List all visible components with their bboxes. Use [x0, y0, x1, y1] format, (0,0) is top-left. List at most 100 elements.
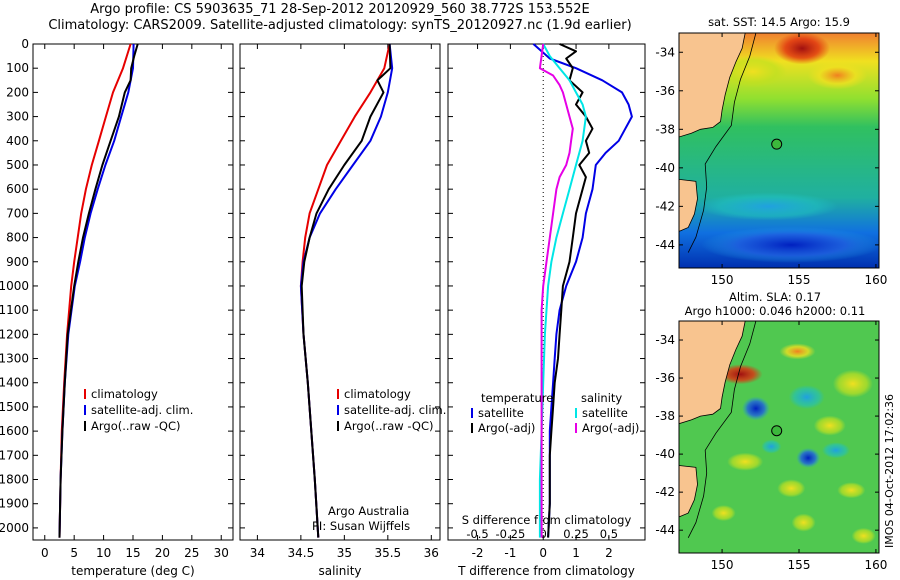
land-tasmania	[679, 178, 698, 232]
x-axis-label: T difference from climatology	[457, 564, 635, 578]
annotation-line: PI: Susan Wijffels	[312, 519, 410, 533]
x-tick-label: 5	[70, 546, 78, 560]
anomaly-eddy	[711, 505, 736, 522]
map-lon-label: 155	[788, 273, 811, 287]
s-tick-label: 0.25	[563, 527, 589, 541]
profile-panel-salinity: 34 34.5 35 35.5 36 salinity climatology satelli…	[239, 43, 446, 578]
y-tick-label: 800	[6, 231, 29, 245]
argo-position-marker	[771, 138, 783, 150]
x-tick-label: 25	[184, 546, 199, 560]
y-tick-label: 300	[6, 110, 29, 124]
top-axis-label: S difference from climatology	[462, 513, 632, 527]
x-tick-label: 36	[424, 546, 439, 560]
series-line-s-satellite	[538, 43, 587, 538]
legend-label: climatology	[344, 387, 411, 401]
y-tick-label: 1900	[0, 497, 29, 511]
y-tick-label: 1100	[0, 303, 29, 317]
x-tick-label: 10	[96, 546, 111, 560]
land-mainland	[679, 321, 746, 425]
x-axis-label: temperature (deg C)	[71, 564, 194, 578]
anomaly-eddy	[837, 482, 866, 499]
y-tick-label: 200	[6, 85, 29, 99]
legend-title: temperature	[481, 391, 553, 405]
s-tick-label: -0.5	[466, 527, 488, 541]
y-tick-label: 500	[6, 158, 29, 172]
legend-label: climatology	[91, 387, 158, 401]
legend-label: Argo(-adj)	[478, 421, 535, 435]
y-tick-label: 1200	[0, 327, 29, 341]
map-lat-label: -34	[655, 45, 675, 59]
map-lat-label: -38	[655, 409, 675, 423]
y-tick-label: 600	[6, 182, 29, 196]
anomaly-eddy	[788, 385, 825, 410]
warm-patch	[718, 55, 787, 88]
anomaly-eddy	[741, 396, 770, 421]
figure-title-line2: Climatology: CARS2009. Satellite-adjuste…	[48, 18, 632, 33]
anomaly-eddy	[851, 527, 876, 544]
anomaly-eddy	[777, 479, 806, 498]
timestamp-stamp: IMOS 04-Oct-2012 17:02:36	[883, 394, 896, 548]
profile-panel-temperature: 0 5 10 15 20 25 30 temperature (deg C) 0 100 200 30…	[0, 37, 234, 578]
land-tasmania	[679, 465, 698, 518]
x-tick-label: -2	[472, 546, 484, 560]
legend-label: Argo(..raw -QC)	[91, 419, 181, 433]
legend-label: satellite-adj. clim.	[91, 403, 193, 417]
y-tick-label: 900	[6, 255, 29, 269]
y-tick-label: 400	[6, 134, 29, 148]
plot-frame	[239, 43, 441, 541]
legend-title: salinity	[581, 391, 622, 405]
legend-label: satellite	[478, 406, 524, 420]
map-lon-label: 155	[788, 558, 811, 572]
map-lat-label: -36	[655, 371, 675, 385]
anomaly-eddy	[832, 369, 873, 398]
sla-map-title-line1: Altim. SLA: 0.17	[729, 290, 821, 304]
s-tick-label: -0.25	[496, 527, 526, 541]
anomaly-eddy	[821, 442, 850, 459]
warm-eddy	[774, 33, 831, 65]
anomaly-eddy	[796, 447, 821, 468]
y-tick-label: 0	[21, 37, 29, 51]
sla-map-title-line2: Argo h1000: 0.046 h2000: 0.11	[685, 304, 866, 318]
land-mainland	[679, 33, 746, 138]
map-frame	[678, 320, 880, 554]
argo-position-marker	[771, 425, 783, 437]
map-field	[679, 33, 879, 268]
map-lon-label: 160	[864, 273, 887, 287]
shelf-contour	[687, 321, 757, 538]
y-tick-label: 1600	[0, 424, 29, 438]
map-lat-label: -40	[655, 161, 675, 175]
x-tick-label: -1	[504, 546, 516, 560]
map-frame	[678, 32, 880, 269]
y-tick-label: 1400	[0, 376, 29, 390]
x-tick-label: 15	[125, 546, 140, 560]
x-tick-label: 34	[250, 546, 265, 560]
anomaly-eddy	[779, 343, 816, 360]
profile-panel-difference: -2 -1 0 1 2 T difference from climatology S di…	[447, 43, 646, 578]
series-line-t-satellite	[532, 43, 633, 538]
y-tick-label: 1300	[0, 352, 29, 366]
x-tick-label: 1	[572, 546, 580, 560]
map-lat-label: -34	[655, 333, 675, 347]
anomaly-eddy	[813, 415, 846, 436]
series-line-s-argo-adj-	[538, 43, 574, 538]
s-tick-label: 0	[540, 527, 547, 541]
y-tick-label: 1500	[0, 400, 29, 414]
sla-map: -34 -36 -38 -40 -42 -44 150 155 160 Altim. SLA: 0…	[655, 290, 887, 572]
s-tick-label: 0.5	[600, 527, 618, 541]
x-tick-label: 35	[337, 546, 352, 560]
map-lat-label: -42	[655, 199, 675, 213]
plot-frame	[32, 43, 234, 541]
anomaly-eddy	[718, 364, 763, 385]
y-tick-label: 1700	[0, 448, 29, 462]
y-tick-label: 1800	[0, 473, 29, 487]
sst-map: -34 -36 -38 -40 -42 -44 150 155 160 sat. SST: 14.…	[655, 15, 887, 287]
x-tick-label: 30	[214, 546, 229, 560]
y-tick-label: 100	[6, 61, 29, 75]
map-lat-label: -36	[655, 84, 675, 98]
plot-frame	[447, 43, 646, 541]
legend-label: Argo(..raw -QC)	[344, 419, 434, 433]
legend-label: satellite	[582, 406, 628, 420]
map-lon-label: 150	[711, 558, 734, 572]
map-lat-label: -44	[655, 238, 675, 252]
